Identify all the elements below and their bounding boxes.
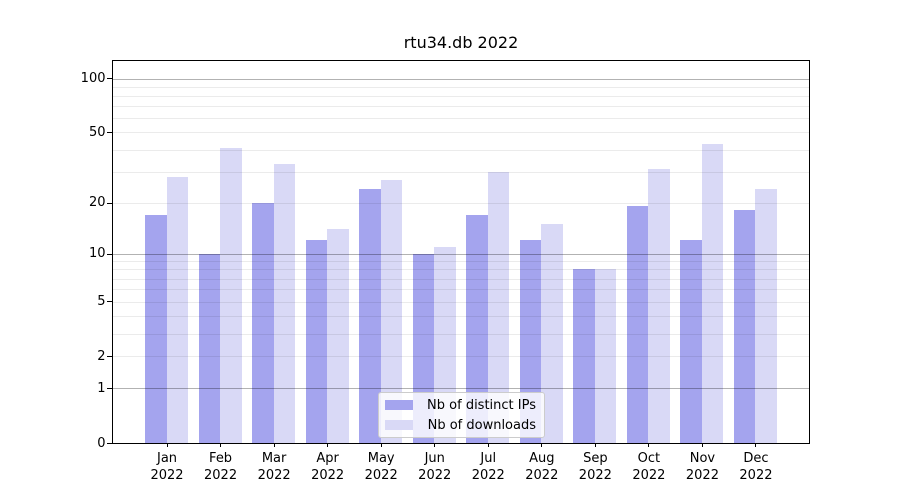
bar-nb-of-distinct-ips-oct-2022 [626, 206, 649, 443]
y-tick-label: 10 [88, 246, 106, 262]
bar-nb-of-distinct-ips-feb-2022 [198, 253, 221, 443]
x-tick [487, 442, 489, 447]
chart-title: rtu34.db 2022 [403, 33, 519, 52]
y-tick [107, 443, 112, 444]
gridline-minor [113, 149, 809, 151]
legend-label-downloads: Nb of downloads [427, 417, 536, 433]
x-tick [220, 442, 222, 447]
bar-nb-of-downloads-oct-2022 [648, 169, 670, 443]
x-tick-label: Apr 2022 [311, 450, 345, 483]
bar-nb-of-downloads-may-2022 [380, 179, 403, 443]
gridline-major [113, 78, 809, 80]
y-tick [107, 301, 112, 303]
x-tick [755, 442, 757, 447]
gridline-minor [113, 202, 809, 204]
x-tick-label: Nov 2022 [685, 450, 719, 483]
legend: Nb of distinct IPs Nb of downloads [378, 392, 545, 438]
gridline-minor [113, 269, 809, 271]
gridline-minor [113, 95, 809, 97]
gridline-minor [113, 132, 809, 134]
x-tick-label: Jul 2022 [471, 450, 505, 483]
gridline-minor [113, 356, 809, 358]
bar-nb-of-downloads-sep-2022 [594, 269, 617, 443]
gridline-minor [113, 261, 809, 263]
x-tick [434, 442, 436, 447]
y-tick-label: 0 [97, 435, 106, 451]
y-tick [107, 388, 112, 390]
y-tick [107, 253, 112, 255]
legend-swatch-distinct-ips [385, 400, 413, 410]
bar-nb-of-distinct-ips-dec-2022 [733, 210, 756, 443]
x-tick [380, 442, 382, 447]
x-tick [701, 442, 703, 447]
y-tick [107, 132, 112, 134]
x-tick-label: Jun 2022 [418, 450, 452, 483]
legend-entry-distinct-ips: Nb of distinct IPs [385, 397, 536, 413]
y-tick-label: 100 [80, 70, 106, 86]
y-tick-label: 2 [97, 348, 106, 364]
bar-nb-of-distinct-ips-apr-2022 [305, 240, 328, 443]
bar-nb-of-distinct-ips-may-2022 [359, 188, 381, 443]
x-tick [273, 442, 275, 447]
bar-nb-of-distinct-ips-jan-2022 [145, 214, 167, 443]
x-tick [648, 442, 650, 447]
bar-nb-of-downloads-feb-2022 [220, 147, 242, 443]
gridline-minor [113, 118, 809, 120]
bar-nb-of-downloads-aug-2022 [541, 224, 563, 443]
x-tick-label: Oct 2022 [632, 450, 666, 483]
gridline-minor [113, 106, 809, 108]
bar-nb-of-downloads-jul-2022 [487, 171, 510, 443]
bar-nb-of-downloads-mar-2022 [273, 164, 296, 443]
plot-area [112, 60, 810, 444]
x-tick [166, 442, 168, 447]
bar-nb-of-distinct-ips-sep-2022 [573, 269, 595, 443]
bar-nb-of-downloads-dec-2022 [755, 188, 777, 443]
y-tick [107, 202, 112, 204]
legend-label-distinct-ips: Nb of distinct IPs [427, 397, 536, 413]
y-tick [107, 78, 112, 80]
gridline-minor [113, 289, 809, 291]
bar-nb-of-distinct-ips-jul-2022 [466, 214, 488, 443]
gridline-minor [113, 86, 809, 88]
bar-nb-of-distinct-ips-nov-2022 [680, 240, 702, 443]
x-tick-label: Jan 2022 [150, 450, 184, 483]
x-tick-label: Dec 2022 [739, 450, 773, 483]
bar-nb-of-distinct-ips-mar-2022 [252, 202, 274, 443]
gridline-minor [113, 315, 809, 317]
x-tick [541, 442, 543, 447]
x-tick [327, 442, 329, 447]
gridline-major [113, 253, 809, 255]
bar-nb-of-downloads-jan-2022 [166, 177, 189, 443]
y-tick-label: 50 [88, 124, 106, 140]
y-tick-label: 20 [88, 195, 106, 211]
gridline-minor [113, 278, 809, 280]
x-tick-label: Mar 2022 [257, 450, 291, 483]
bar-nb-of-downloads-apr-2022 [327, 229, 349, 443]
y-tick [107, 356, 112, 358]
x-tick-label: Feb 2022 [204, 450, 238, 483]
y-tick-label: 5 [97, 293, 106, 309]
legend-swatch-downloads [385, 420, 413, 430]
gridline-major [113, 388, 809, 390]
gridline-minor [113, 171, 809, 173]
x-tick-label: Aug 2022 [525, 450, 559, 483]
x-tick-label: Sep 2022 [578, 450, 612, 483]
gridline-minor [113, 301, 809, 303]
legend-entry-downloads: Nb of downloads [385, 417, 536, 433]
x-tick [594, 442, 596, 447]
y-tick-label: 1 [97, 380, 106, 396]
x-tick-label: May 2022 [364, 450, 398, 483]
bar-nb-of-downloads-nov-2022 [701, 144, 724, 443]
gridline-minor [113, 333, 809, 335]
